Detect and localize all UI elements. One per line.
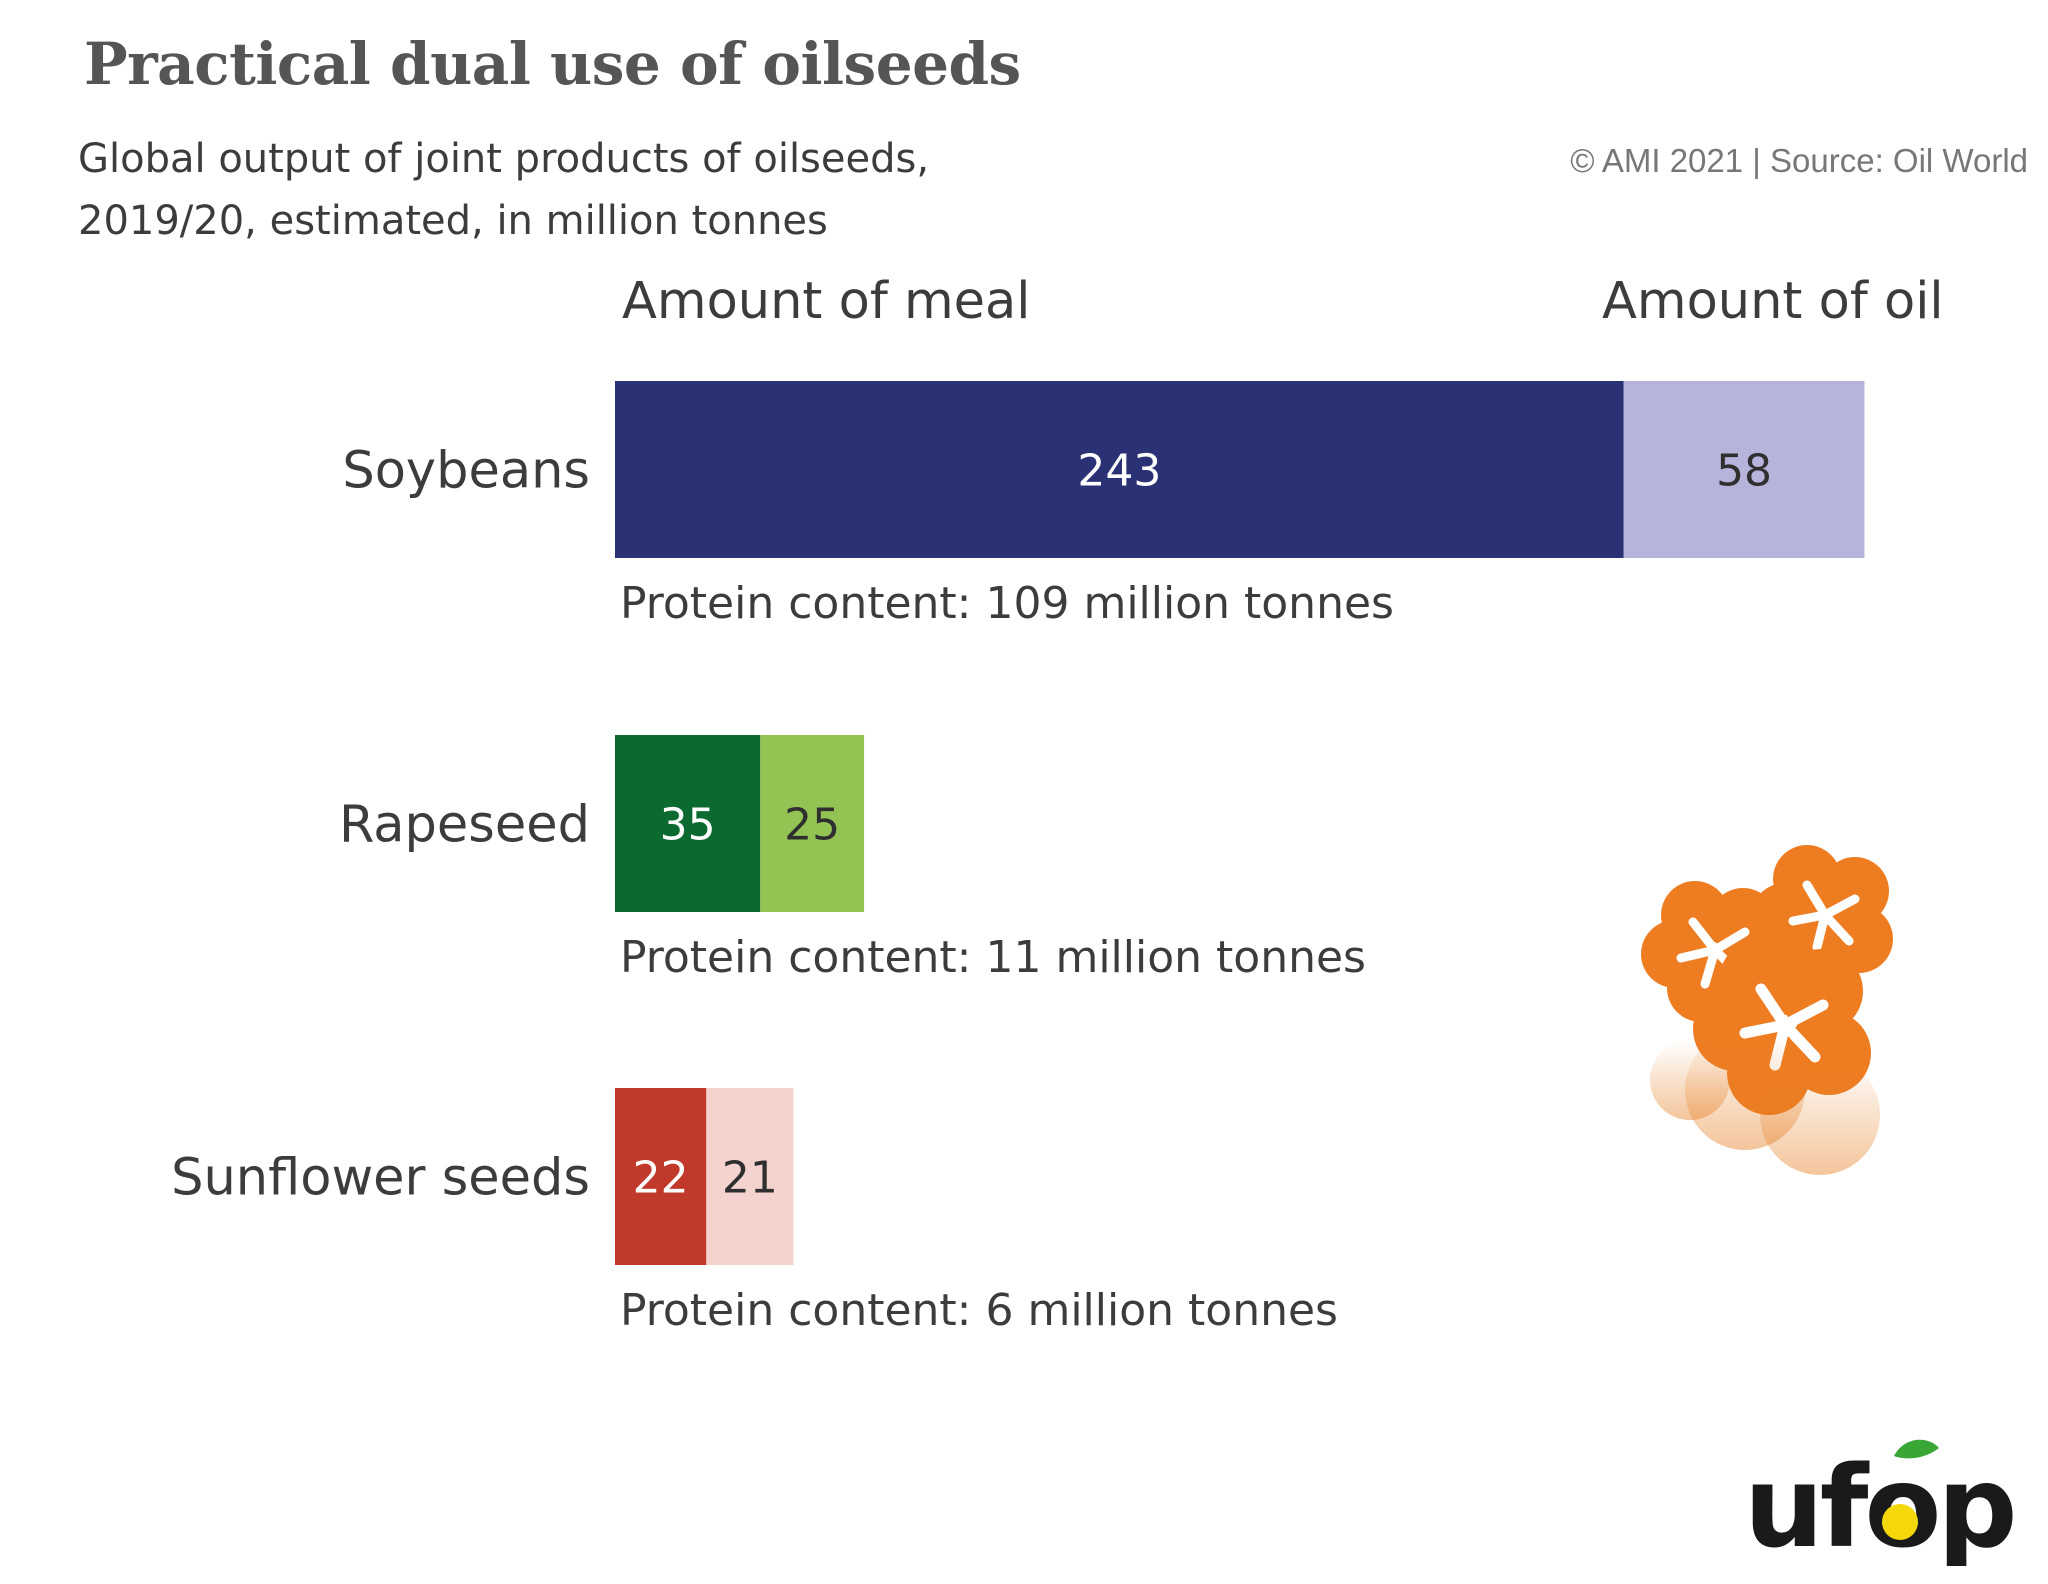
bar-oil bbox=[706, 1088, 794, 1265]
column-header-oil: Amount of oil bbox=[1602, 272, 1944, 331]
category-label: Rapeseed bbox=[339, 796, 590, 855]
bar-meal bbox=[615, 381, 1624, 558]
category-label: Soybeans bbox=[342, 442, 590, 501]
column-header-meal: Amount of meal bbox=[622, 272, 1031, 331]
data-label-oil: 21 bbox=[722, 1153, 778, 1204]
bar-oil bbox=[760, 735, 865, 912]
data-label-meal: 22 bbox=[633, 1153, 689, 1204]
bar-meal bbox=[615, 1088, 707, 1265]
data-label-meal: 35 bbox=[660, 800, 716, 851]
ufop-logo: ufop bbox=[1744, 1439, 2014, 1566]
protein-annotation: Protein content: 11 million tonnes bbox=[620, 932, 1366, 983]
category-label: Sunflower seeds bbox=[171, 1149, 590, 1208]
chart-subtitle: Global output of joint products of oilse… bbox=[78, 136, 930, 244]
chart-title: Practical dual use of oilseeds bbox=[84, 30, 1021, 98]
data-label-meal: 243 bbox=[1077, 446, 1161, 497]
stacked-bar-chart: Soybeans 243 58 Protein content: 109 millio… bbox=[171, 381, 1865, 1336]
orange-blossom-icon bbox=[1641, 845, 1893, 1175]
protein-annotation: Protein content: 6 million tonnes bbox=[620, 1285, 1338, 1336]
protein-annotation: Protein content: 109 million tonnes bbox=[620, 578, 1394, 629]
bar-meal bbox=[615, 735, 761, 912]
source-note: © AMI 2021 | Source: Oil World bbox=[1570, 142, 2028, 179]
data-label-oil: 25 bbox=[784, 800, 840, 851]
svg-text:ufop: ufop bbox=[1744, 1443, 2014, 1566]
bar-oil bbox=[1623, 381, 1865, 558]
data-label-oil: 58 bbox=[1716, 446, 1772, 497]
